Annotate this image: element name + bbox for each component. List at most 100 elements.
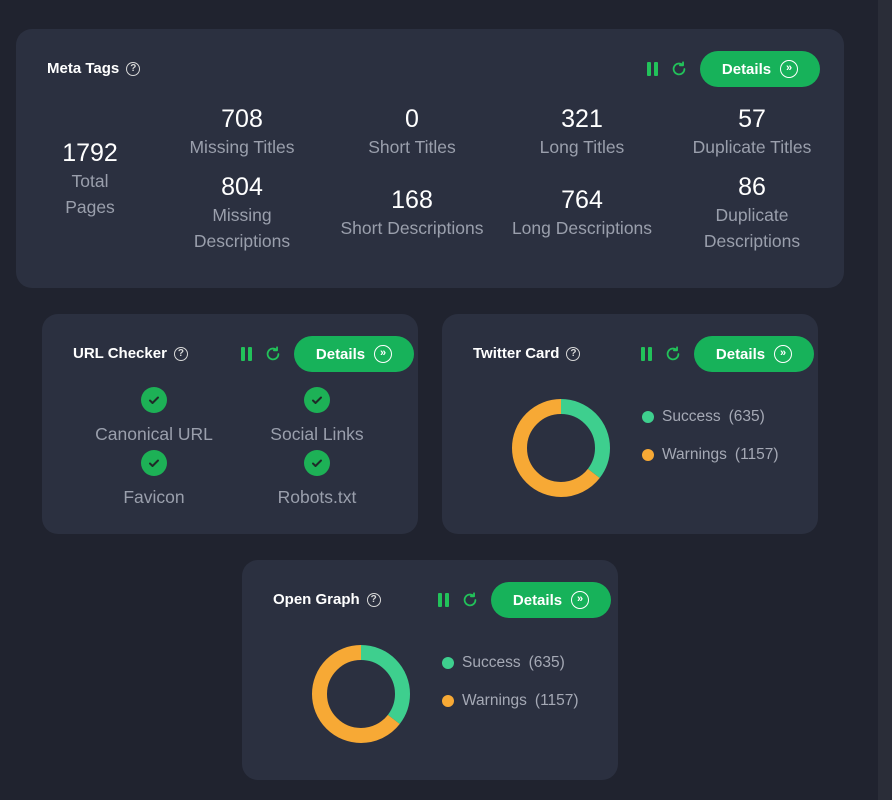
refresh-icon[interactable] bbox=[670, 60, 688, 78]
stat-label: Descriptions bbox=[193, 231, 291, 251]
legend-item-success: Success (635) bbox=[442, 654, 579, 672]
open-graph-controls: Details » bbox=[438, 582, 611, 618]
success-dot-icon bbox=[442, 657, 454, 669]
pause-icon[interactable] bbox=[241, 347, 252, 361]
stat-short-descriptions: 168 Short Descriptions bbox=[327, 185, 497, 241]
details-label: Details bbox=[512, 591, 563, 609]
pause-icon[interactable] bbox=[438, 593, 449, 607]
donut-segment-warnings bbox=[512, 399, 610, 497]
check-item-social-links: Social Links bbox=[232, 387, 402, 445]
details-label: Details bbox=[315, 345, 366, 363]
legend-count: (1157) bbox=[534, 692, 579, 709]
stat-label: Short Titles bbox=[368, 137, 456, 157]
help-icon[interactable]: ? bbox=[173, 346, 188, 361]
legend-label: Success bbox=[462, 654, 521, 671]
stat-value: 321 bbox=[561, 105, 603, 133]
stat-duplicate-titles: 57 Duplicate Titles bbox=[667, 104, 837, 160]
stat-missing-descriptions: 804 Missing Descriptions bbox=[172, 172, 312, 254]
details-button[interactable]: Details » bbox=[294, 336, 414, 372]
legend-count: (635) bbox=[528, 654, 565, 671]
refresh-icon[interactable] bbox=[461, 591, 479, 609]
legend-label: Warnings bbox=[462, 692, 527, 709]
details-label: Details bbox=[721, 60, 772, 78]
check-label: Canonical URL bbox=[95, 424, 213, 444]
check-label: Favicon bbox=[123, 487, 185, 507]
check-label: Social Links bbox=[270, 424, 364, 444]
details-button[interactable]: Details » bbox=[694, 336, 814, 372]
stat-value: 0 bbox=[405, 105, 419, 133]
stat-value: 1792 bbox=[62, 139, 118, 167]
details-label: Details bbox=[715, 345, 766, 363]
legend-item-warnings: Warnings (1157) bbox=[442, 692, 579, 710]
url-checker-title-text: URL Checker bbox=[73, 345, 167, 362]
stat-long-descriptions: 764 Long Descriptions bbox=[497, 185, 667, 241]
stat-label: Missing bbox=[212, 205, 272, 225]
refresh-icon[interactable] bbox=[664, 345, 682, 363]
help-icon[interactable]: ? bbox=[126, 61, 141, 76]
open-graph-legend: Success (635) Warnings (1157) bbox=[442, 654, 579, 730]
stat-value: 708 bbox=[221, 105, 263, 133]
check-circle-icon bbox=[304, 450, 330, 476]
success-dot-icon bbox=[642, 411, 654, 423]
stat-value: 57 bbox=[738, 105, 766, 133]
donut-segment-warnings bbox=[312, 645, 410, 743]
details-button[interactable]: Details » bbox=[491, 582, 611, 618]
check-item-favicon: Favicon bbox=[69, 450, 239, 508]
refresh-icon[interactable] bbox=[264, 345, 282, 363]
url-checker-card: URL Checker ? Details » Canonical URL So… bbox=[42, 314, 418, 534]
twitter-card-controls: Details » bbox=[641, 336, 814, 372]
meta-tags-controls: Details » bbox=[647, 51, 820, 87]
pause-icon[interactable] bbox=[641, 347, 652, 361]
stat-label: Total bbox=[71, 171, 109, 191]
check-circle-icon bbox=[141, 387, 167, 413]
help-icon[interactable]: ? bbox=[566, 346, 581, 361]
url-checker-title: URL Checker ? bbox=[73, 345, 188, 362]
stat-label: Pages bbox=[65, 197, 115, 217]
legend-item-warnings: Warnings (1157) bbox=[642, 446, 779, 464]
legend-count: (1157) bbox=[734, 446, 779, 463]
pause-icon[interactable] bbox=[647, 62, 658, 76]
open-graph-title-text: Open Graph bbox=[273, 591, 360, 608]
stat-value: 764 bbox=[561, 186, 603, 214]
check-item-canonical-url: Canonical URL bbox=[69, 387, 239, 445]
stat-label: Missing Titles bbox=[189, 137, 295, 157]
double-chevron-right-icon: » bbox=[774, 345, 793, 363]
stat-short-titles: 0 Short Titles bbox=[332, 104, 492, 160]
twitter-card-donut-chart bbox=[512, 399, 610, 497]
stat-duplicate-descriptions: 86 Duplicate Descriptions bbox=[667, 172, 837, 254]
stat-label: Short Descriptions bbox=[340, 218, 484, 238]
warning-dot-icon bbox=[442, 695, 454, 707]
open-graph-donut-chart bbox=[312, 645, 410, 743]
twitter-card-title-text: Twitter Card bbox=[473, 345, 560, 362]
stat-label: Long Descriptions bbox=[511, 218, 653, 238]
double-chevron-right-icon: » bbox=[571, 591, 590, 609]
stat-long-titles: 321 Long Titles bbox=[502, 104, 662, 160]
stat-value: 804 bbox=[221, 173, 263, 201]
page-scroll-edge bbox=[878, 0, 892, 800]
details-button[interactable]: Details » bbox=[700, 51, 820, 87]
meta-tags-title-text: Meta Tags bbox=[47, 60, 120, 77]
stat-value: 168 bbox=[391, 186, 433, 214]
twitter-card-card: Twitter Card ? Details » Success (635) W… bbox=[442, 314, 818, 534]
legend-item-success: Success (635) bbox=[642, 408, 779, 426]
double-chevron-right-icon: » bbox=[780, 60, 799, 78]
legend-label: Warnings bbox=[662, 446, 727, 463]
stat-missing-titles: 708 Missing Titles bbox=[172, 104, 312, 160]
legend-label: Success bbox=[662, 408, 721, 425]
stat-total-pages: 1792 Total Pages bbox=[40, 138, 140, 220]
legend-count: (635) bbox=[728, 408, 765, 425]
open-graph-card: Open Graph ? Details » Success (635) War… bbox=[242, 560, 618, 780]
double-chevron-right-icon: » bbox=[374, 345, 393, 363]
stat-label: Duplicate bbox=[715, 205, 789, 225]
warning-dot-icon bbox=[642, 449, 654, 461]
stat-label: Long Titles bbox=[539, 137, 625, 157]
url-checker-controls: Details » bbox=[241, 336, 414, 372]
help-icon[interactable]: ? bbox=[366, 592, 381, 607]
check-circle-icon bbox=[304, 387, 330, 413]
stat-value: 86 bbox=[738, 173, 766, 201]
check-label: Robots.txt bbox=[277, 487, 357, 507]
twitter-card-legend: Success (635) Warnings (1157) bbox=[642, 408, 779, 484]
open-graph-title: Open Graph ? bbox=[273, 591, 381, 608]
stat-label: Descriptions bbox=[703, 231, 801, 251]
meta-tags-card: Meta Tags ? Details » 1792 Total Pages 7… bbox=[16, 29, 844, 288]
